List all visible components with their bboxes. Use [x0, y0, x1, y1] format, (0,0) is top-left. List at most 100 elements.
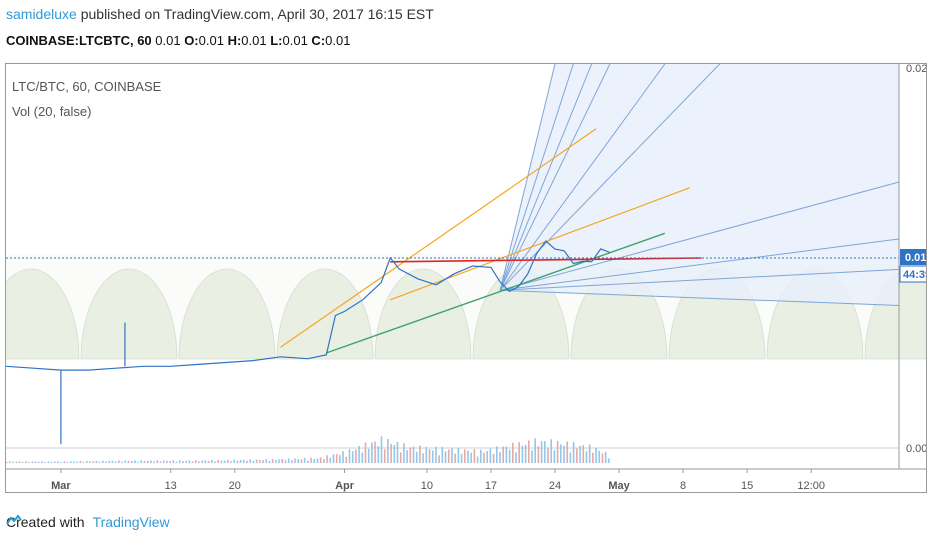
volume-bar	[281, 458, 284, 463]
x-tick-label: 17	[485, 480, 497, 492]
volume-bar	[447, 449, 450, 463]
volume-bar	[18, 461, 21, 463]
volume-bar	[515, 452, 517, 463]
volume-bar	[98, 461, 101, 463]
volume-bar	[332, 454, 335, 463]
volume-bar	[169, 461, 171, 463]
volume-bar	[38, 461, 40, 463]
chart-frame[interactable]: 0.02 0.00 0.01 44:39 Mar 13 20 Apr 10 17 24 May 8 15…	[5, 63, 927, 493]
cycle-arc	[276, 268, 374, 360]
volume-bar	[31, 461, 34, 463]
symbol-label: COINBASE:LTCBTC, 60	[6, 33, 152, 48]
publish-info: published on TradingView.com, April 30, …	[76, 6, 434, 22]
volume-bar	[50, 461, 53, 463]
volume-bar	[425, 446, 428, 463]
fan-line	[499, 64, 556, 291]
volume-bar	[57, 461, 59, 463]
volume-bar	[316, 458, 319, 463]
x-tick-label: May	[608, 480, 630, 492]
fan-line	[499, 64, 611, 291]
volume-bar	[34, 461, 37, 463]
volume-bar	[544, 441, 546, 463]
volume-bar	[63, 461, 66, 463]
volume-bar	[428, 449, 431, 463]
low-value: 0.01	[282, 33, 308, 48]
volume-bar	[572, 442, 575, 463]
volume-bar	[326, 455, 328, 463]
volume-bar	[242, 459, 245, 463]
volume-bar	[178, 460, 181, 463]
close-label: C:	[307, 33, 326, 48]
volume-bar	[127, 460, 130, 463]
volume-bar	[108, 460, 111, 463]
volume-bar	[399, 452, 402, 463]
volume-bar	[79, 460, 82, 463]
volume-bar	[585, 451, 588, 463]
volume-bar	[601, 453, 604, 463]
current-price-label: 0.01	[905, 252, 926, 264]
volume-bar	[483, 452, 485, 463]
volume-bar	[9, 461, 11, 463]
volume-bar	[201, 460, 203, 463]
author-link[interactable]: samideluxe	[6, 6, 77, 22]
volume-bar	[54, 461, 56, 463]
volume-bar	[226, 459, 229, 463]
volume-bar	[28, 461, 31, 463]
volume-bar	[303, 458, 306, 463]
volume-bar	[518, 442, 520, 463]
volume-bar	[505, 446, 508, 463]
volume-bar	[460, 454, 463, 463]
volume-bar	[367, 448, 370, 463]
countdown-badge	[899, 265, 926, 283]
volume-bar	[143, 461, 146, 463]
volume-bar	[553, 450, 556, 463]
volume-bar	[534, 438, 537, 463]
volume-bar	[323, 458, 325, 463]
volume-bar	[89, 461, 91, 463]
countdown-label: 44:39	[903, 269, 927, 281]
volume-bar	[345, 456, 348, 463]
volume-bar	[348, 449, 351, 463]
high-label: H:	[223, 33, 242, 48]
orange-trendline-upper	[280, 128, 597, 348]
publish-header: samideluxe published on TradingView.com,…	[6, 6, 434, 22]
volume-bar	[537, 446, 540, 463]
volume-bar	[387, 439, 389, 463]
tradingview-brand[interactable]: TradingView	[6, 514, 170, 530]
volume-bar	[86, 460, 88, 463]
volume-bar	[268, 461, 271, 463]
volume-bar	[355, 449, 357, 463]
volume-bar	[60, 462, 63, 463]
volume-bar	[339, 455, 341, 463]
fan-line	[500, 268, 900, 291]
volume-bar	[130, 460, 133, 463]
volume-bar	[588, 444, 591, 463]
fan-line	[500, 238, 900, 291]
volume-bar	[313, 459, 316, 463]
fib-fan	[499, 64, 900, 306]
volume-bar	[444, 451, 447, 463]
volume-bar	[265, 459, 268, 463]
volume-bar	[528, 440, 530, 463]
volume-bar	[233, 459, 235, 463]
volume-bar	[262, 460, 264, 463]
x-tick-label: 15	[741, 480, 753, 492]
volume-bar	[508, 449, 511, 463]
volume-bar	[252, 461, 255, 463]
x-tick-label: 13	[165, 480, 177, 492]
volume-bar	[258, 459, 261, 463]
cycle-arc	[374, 268, 472, 360]
volume-bar	[159, 461, 162, 463]
volume-bar	[473, 449, 476, 463]
volume-bar	[220, 460, 223, 463]
volume-bar	[608, 458, 610, 463]
y-tick-label: 0.02	[906, 64, 927, 75]
volume-bar	[73, 461, 75, 463]
volume-bar	[66, 461, 69, 463]
volume-bar	[44, 462, 47, 463]
volume-bar	[255, 459, 258, 463]
volume-bar	[114, 461, 117, 463]
volume-bar	[182, 460, 184, 463]
volume-bar	[396, 441, 399, 463]
price-chart[interactable]: 0.02 0.00 0.01 44:39 Mar 13 20 Apr 10 17 24 May 8 15…	[6, 64, 927, 493]
